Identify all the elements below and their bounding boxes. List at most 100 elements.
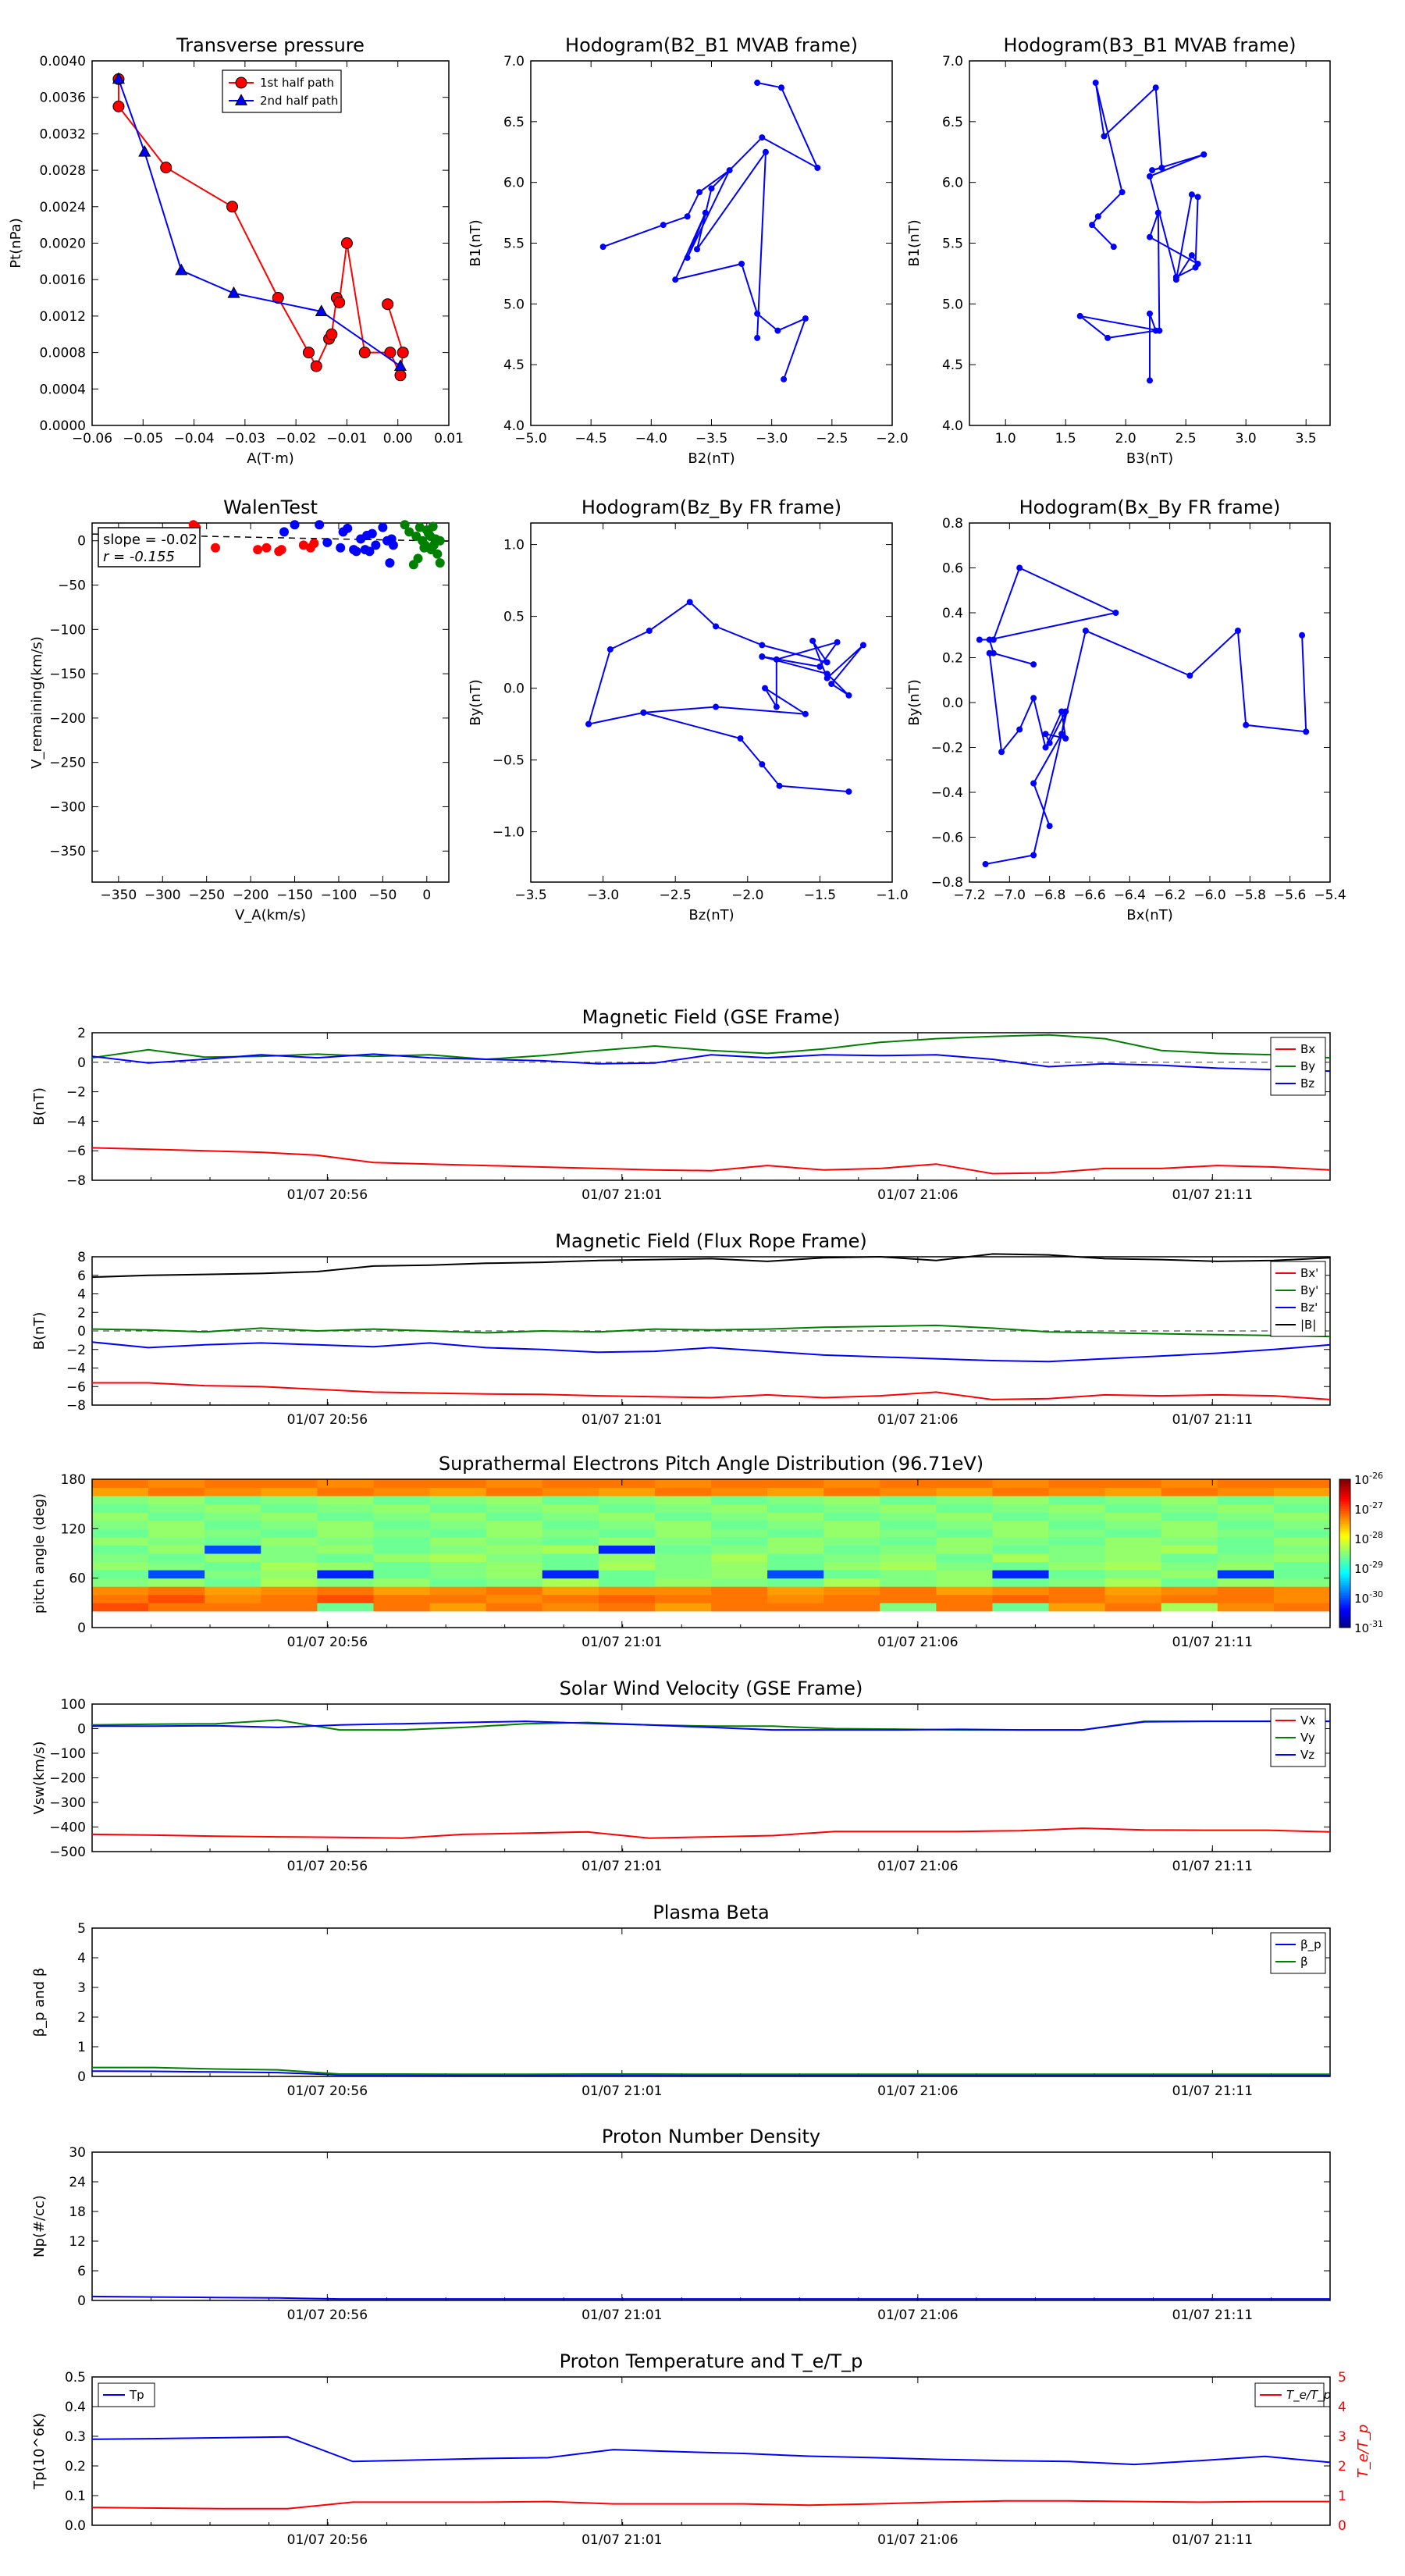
heatmap-cell [711, 1479, 768, 1489]
y-tick-label: 24 [69, 2175, 86, 2190]
y-tick-label: −0.2 [931, 741, 963, 756]
time-tick-label: 01/07 21:01 [582, 1187, 662, 1203]
colorbar-segment [1339, 1535, 1350, 1539]
heatmap-cell [936, 1479, 993, 1489]
heatmap-cell [148, 1487, 205, 1496]
data-point [1158, 164, 1165, 171]
heatmap-cell [92, 1528, 149, 1538]
heatmap-cell [936, 1545, 993, 1554]
heatmap-cell [205, 1561, 261, 1571]
heatmap-cell [486, 1528, 543, 1538]
y-tick-label: −2 [66, 1343, 86, 1358]
heatmap-cell [598, 1570, 656, 1579]
data-point [1200, 151, 1208, 158]
y-tick-label: 6.5 [503, 115, 525, 130]
plot-frame-1 [530, 60, 893, 426]
heatmap-cell [880, 1520, 937, 1529]
heatmap-cell [148, 1536, 205, 1546]
heatmap-cell [1048, 1479, 1106, 1489]
y-tick-label: −200 [49, 1771, 86, 1787]
heatmap-cell [205, 1512, 261, 1521]
heatmap-cell [205, 1520, 261, 1529]
y-tick-label: 0.0 [65, 2518, 86, 2534]
heatmap-cell [711, 1545, 768, 1554]
heatmap-cell [317, 1536, 374, 1546]
heatmap-cell [654, 1503, 712, 1513]
data-point [1092, 80, 1099, 87]
heatmap-cell [373, 1570, 431, 1579]
heatmap-cell [429, 1536, 487, 1546]
heatmap-cell [373, 1487, 431, 1496]
data-point [358, 347, 371, 359]
heatmap-cell [711, 1520, 768, 1529]
heatmap-cell [823, 1528, 880, 1538]
annotation-r: r = -0.155 [103, 549, 175, 565]
colorbar-segment [1339, 1499, 1350, 1502]
heatmap-cell [1048, 1545, 1106, 1554]
heatmap-cell [261, 1512, 318, 1521]
heatmap-cell [880, 1578, 937, 1587]
colorbar-segment [1339, 1526, 1350, 1529]
x-axis-label-0: A(T·m) [247, 450, 294, 467]
data-point [1030, 780, 1037, 787]
heatmap-cell [486, 1487, 543, 1496]
heatmap-cell [1048, 1570, 1106, 1579]
data-point [708, 185, 715, 192]
heatmap-cell [261, 1503, 318, 1513]
data-point [776, 782, 783, 789]
heatmap-cell [92, 1520, 149, 1529]
data-point [1042, 731, 1049, 738]
heatmap-cell [261, 1578, 318, 1587]
heatmap-cell [373, 1479, 431, 1489]
data-point [419, 543, 429, 553]
heatmap-cell [205, 1603, 261, 1612]
heatmap-cell [542, 1512, 599, 1521]
heatmap-cell [486, 1479, 543, 1489]
legend-label: 1st half path [260, 76, 334, 90]
legend-label: β [1300, 1955, 1308, 1969]
heatmap-cell [317, 1586, 374, 1596]
colorbar-tick-label: 10-30 [1354, 1589, 1383, 1606]
heatmap-cell [148, 1578, 205, 1587]
colorbar-segment [1339, 1479, 1350, 1482]
data-point [397, 347, 409, 359]
colorbar-segment [1339, 1571, 1350, 1574]
chart-title-2: Hodogram(B3_B1 MVAB frame) [1004, 34, 1297, 56]
y-tick-label: −150 [49, 667, 86, 682]
data-point [1186, 672, 1193, 679]
heatmap-cell [880, 1570, 937, 1579]
colorbar-segment [1339, 1558, 1350, 1561]
y-tick-label: 4.0 [503, 418, 525, 434]
heatmap-cell [486, 1553, 543, 1563]
y-tick-label: −1.0 [493, 825, 525, 841]
heatmap-cell [1161, 1578, 1218, 1587]
y-tick-label: 120 [61, 1521, 86, 1537]
heatmap-cell [711, 1487, 768, 1496]
heatmap-cell [598, 1578, 656, 1587]
heatmap-cell [711, 1561, 768, 1571]
y-tick-label: 1 [77, 2040, 86, 2055]
data-point [1030, 695, 1037, 702]
colorbar-segment [1339, 1548, 1350, 1552]
data-point [672, 276, 679, 283]
heatmap-cell [936, 1594, 993, 1603]
heatmap-cell [373, 1578, 431, 1587]
x-tick-label: −5.6 [1274, 888, 1306, 903]
chart-title-9: Solar Wind Velocity (GSE Frame) [560, 1678, 863, 1699]
y-axis-label-4: By(nT) [468, 679, 484, 725]
data-point [279, 527, 289, 537]
y-tick-label: −6 [66, 1144, 86, 1159]
x-tick-label: −7.0 [994, 888, 1026, 903]
y-tick-label: 5.0 [942, 297, 963, 312]
y-tick-label: 0 [77, 1621, 86, 1636]
heatmap-cell [936, 1487, 993, 1496]
colorbar-segment [1339, 1573, 1350, 1576]
data-point [343, 523, 353, 533]
y-tick-label: 3 [77, 1980, 86, 1996]
data-point [315, 304, 328, 316]
x-tick-label: −3.0 [587, 888, 619, 903]
data-point [606, 646, 614, 653]
heatmap-cell [148, 1512, 205, 1521]
heatmap-cell [1161, 1487, 1218, 1496]
heatmap-cell [767, 1479, 824, 1489]
